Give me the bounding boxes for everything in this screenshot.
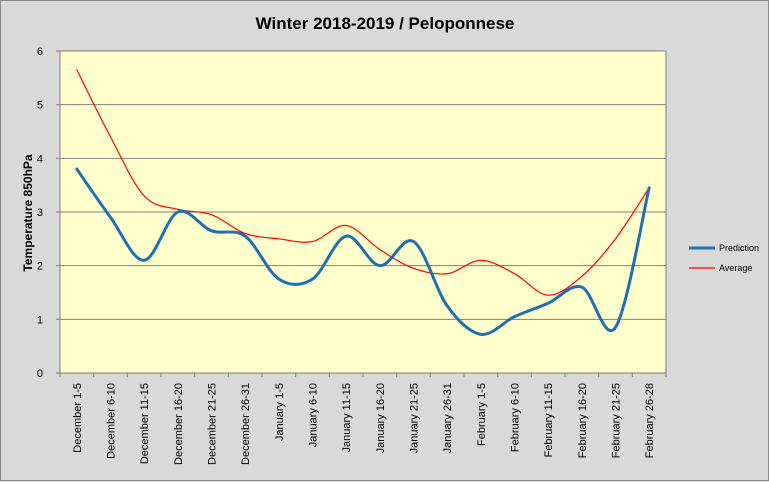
x-tick-label: January 26-31: [442, 383, 454, 453]
data-point-average: [75, 68, 78, 71]
data-point-prediction: [446, 304, 449, 307]
y-tick-label: 0: [37, 368, 43, 380]
data-point-prediction: [277, 278, 280, 281]
data-point-prediction: [412, 240, 415, 243]
data-point-average: [378, 248, 381, 251]
x-tick-label: December 1-5: [72, 383, 84, 453]
x-tick-label: December 16-20: [173, 383, 185, 465]
x-axis-ticks: December 1-5 December 6-10 December 11-15 D…: [59, 373, 667, 465]
y-tick-label: 5: [37, 100, 43, 112]
x-tick-label: December 11-15: [139, 383, 151, 464]
x-tick-label: December 6-10: [106, 383, 118, 459]
chart-title: Winter 2018-2019 / Peloponnese: [256, 14, 515, 33]
data-point-average: [580, 275, 583, 278]
data-point-prediction: [513, 315, 516, 318]
series-line-average: [76, 69, 650, 296]
series-layer: [75, 68, 651, 336]
x-tick-label: December 21-25: [207, 383, 219, 465]
data-point-average: [210, 213, 213, 216]
x-tick-label: February 11-15: [543, 383, 555, 457]
x-tick-label: January 6-10: [308, 383, 320, 447]
data-point-average: [345, 224, 348, 227]
y-axis-ticks: 0 1 2 3 4 5 6: [37, 46, 60, 380]
data-point-prediction: [378, 264, 381, 267]
data-point-prediction: [143, 259, 146, 262]
x-tick-label: January 11-15: [341, 383, 353, 453]
y-tick-label: 2: [37, 261, 43, 273]
data-point-prediction: [311, 278, 314, 281]
legend-label-prediction: Prediction: [719, 243, 759, 253]
data-point-prediction: [580, 286, 583, 289]
data-point-prediction: [176, 211, 179, 214]
data-point-average: [513, 272, 516, 275]
series-line-prediction: [75, 167, 651, 336]
grid-lines: [60, 104, 666, 320]
data-point-prediction: [547, 302, 550, 305]
data-point-average: [412, 267, 415, 270]
data-point-average: [614, 237, 617, 240]
x-tick-label: January 21-25: [409, 383, 421, 453]
data-point-average: [479, 259, 482, 262]
data-point-prediction: [648, 186, 651, 189]
data-point-prediction: [210, 229, 213, 232]
x-tick-label: January 16-20: [375, 383, 387, 453]
data-point-average: [547, 294, 550, 297]
x-tick-label: February 6-10: [510, 383, 522, 452]
y-tick-label: 3: [37, 207, 43, 219]
x-tick-label: January 1-5: [274, 383, 286, 441]
x-tick-label: February 16-20: [577, 383, 589, 458]
data-point-prediction: [479, 333, 482, 336]
data-point-average: [446, 272, 449, 275]
data-point-average: [311, 240, 314, 243]
legend-label-average: Average: [719, 263, 752, 273]
legend: Prediction Average: [689, 243, 759, 273]
data-point-average: [277, 237, 280, 240]
x-tick-label: February 1-5: [476, 383, 488, 446]
x-tick-label: February 21-25: [611, 383, 623, 458]
data-point-prediction: [345, 235, 348, 238]
y-axis-label: Temperature 850hPa: [21, 154, 35, 271]
data-point-average: [143, 194, 146, 197]
y-tick-label: 1: [37, 314, 43, 326]
data-point-prediction: [244, 235, 247, 238]
data-point-prediction: [75, 168, 78, 171]
data-point-prediction: [614, 326, 617, 329]
y-tick-label: 6: [37, 46, 43, 58]
data-point-average: [109, 135, 112, 138]
x-tick-label: February 26-28: [644, 383, 656, 458]
x-tick-label: December 26-31: [240, 383, 252, 465]
data-point-prediction: [109, 216, 112, 219]
y-tick-label: 4: [37, 153, 43, 165]
